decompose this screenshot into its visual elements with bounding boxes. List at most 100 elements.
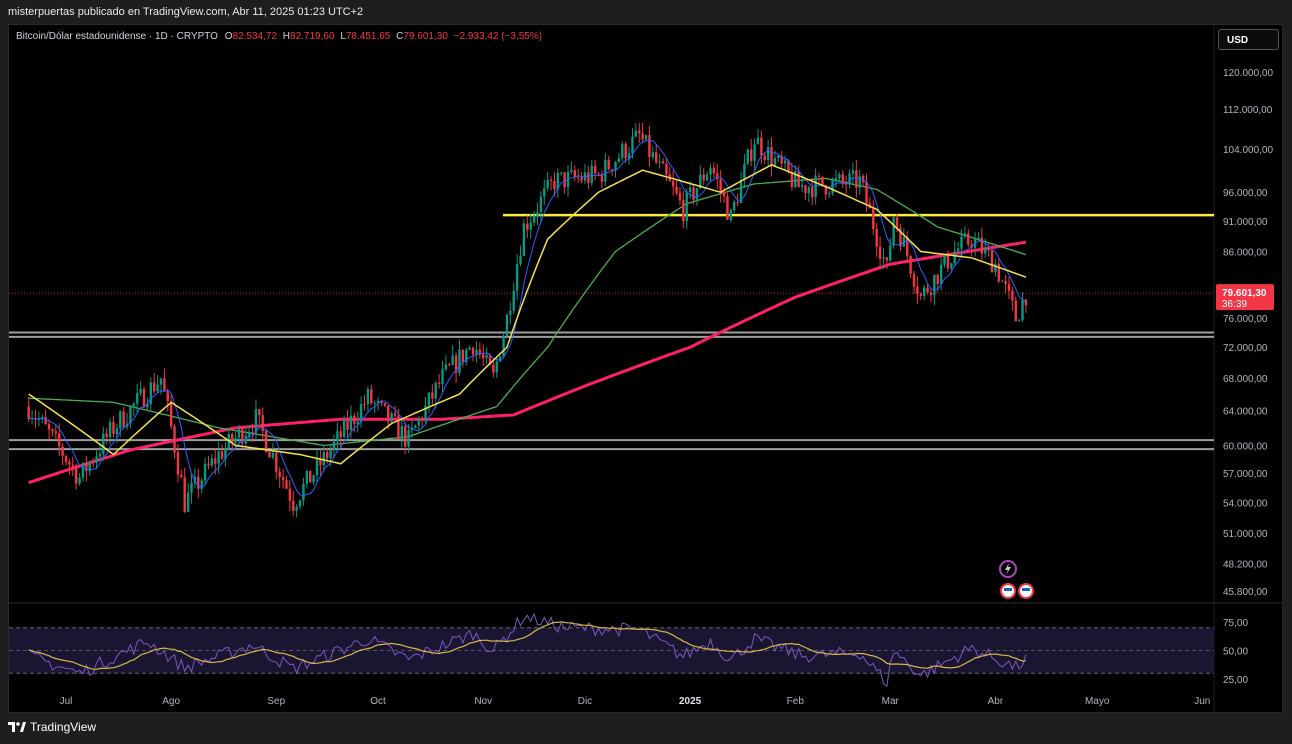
time-axis-label: Nov: [474, 696, 492, 707]
candle-body: [716, 173, 719, 180]
low-label: L: [340, 31, 346, 42]
candle-body: [61, 446, 64, 457]
candle-body: [549, 179, 553, 181]
candle-body: [407, 430, 410, 447]
candle-body: [492, 364, 495, 373]
candle-body: [607, 159, 610, 170]
candle-body: [641, 133, 644, 140]
candle-body: [203, 463, 207, 481]
candle-body: [770, 147, 773, 166]
price-tick-label: 76.000,00: [1223, 314, 1268, 325]
candle-body: [777, 155, 780, 159]
last-price-badge: [1216, 284, 1274, 311]
footer-brand[interactable]: TradingView: [8, 720, 96, 734]
candle-body: [621, 144, 624, 158]
candle-body: [828, 193, 831, 195]
candle-body: [851, 170, 855, 174]
candle-body: [604, 159, 607, 182]
candle-body: [363, 404, 366, 406]
ma-fast-line: [28, 140, 1027, 497]
candle-body: [977, 237, 980, 240]
flag-stripe-icon: [1004, 588, 1012, 591]
candle-body: [790, 171, 794, 188]
currency-button[interactable]: USD: [1218, 29, 1279, 50]
candle-body: [393, 413, 397, 416]
candle-body: [560, 172, 563, 174]
candle-body: [644, 135, 648, 140]
candle-body: [587, 172, 590, 183]
rsi-tick-label: 75,00: [1223, 618, 1248, 629]
candle-body: [678, 193, 682, 201]
price-tick-label: 64.000,00: [1223, 407, 1268, 418]
candle-body: [895, 217, 899, 228]
candle-body: [1007, 283, 1011, 291]
candle-body: [990, 250, 994, 273]
candle-body: [556, 173, 560, 190]
low-value: 78.451,65: [345, 31, 391, 42]
open-label: O: [224, 31, 233, 42]
candle-body: [356, 421, 359, 424]
candle-body: [427, 392, 431, 406]
footer-brand-text: TradingView: [30, 720, 97, 734]
candle-body: [743, 163, 746, 180]
candle-body: [919, 293, 922, 296]
candle-body: [746, 149, 749, 164]
candle-body: [315, 458, 319, 476]
candle-body: [95, 456, 98, 463]
candle-body: [722, 191, 726, 197]
candle-body: [933, 274, 936, 296]
candle-body: [848, 173, 851, 185]
candle-body: [997, 263, 1000, 282]
candle-body: [142, 389, 146, 408]
candle-body: [912, 273, 916, 287]
candle-body: [54, 431, 58, 434]
candle-body: [173, 426, 176, 453]
candle-body: [495, 361, 498, 373]
publish-caption: misterpuertas publicado en TradingView.c…: [8, 6, 364, 18]
candle-body: [332, 441, 336, 451]
candle-body: [617, 157, 621, 162]
candle-body: [682, 200, 685, 222]
candle-body: [468, 347, 471, 350]
candle-body: [122, 411, 125, 428]
candle-body: [91, 461, 95, 463]
time-axis-label: Mar: [882, 696, 900, 707]
candle-body: [115, 428, 119, 434]
candle-body: [943, 254, 946, 265]
candle-body: [838, 174, 841, 179]
candle-body: [648, 135, 651, 157]
candle-body: [71, 464, 74, 467]
candle-body: [159, 378, 163, 385]
candle-body: [176, 452, 180, 475]
candle-body: [441, 369, 444, 384]
price-tick-label: 86.000,00: [1223, 248, 1268, 259]
price-tick-label: 60.000,00: [1223, 441, 1268, 452]
candle-body: [1017, 319, 1021, 322]
ma-yellow-line: [28, 164, 1027, 465]
price-tick-label: 72.000,00: [1223, 343, 1268, 354]
time-axis-label: Jul: [60, 696, 73, 707]
time-axis-label: Feb: [787, 696, 805, 707]
rsi-tick-label: 50,00: [1223, 647, 1248, 658]
rsi-tick-label: 25,00: [1223, 675, 1248, 686]
candle-body: [444, 364, 448, 370]
candle-body: [834, 178, 838, 180]
candle-body: [424, 405, 427, 422]
candle-body: [298, 500, 302, 507]
candle-body: [431, 392, 434, 399]
candle-body: [529, 222, 532, 230]
candle-body: [482, 354, 485, 358]
candle-body: [763, 155, 766, 160]
candle-body: [448, 364, 451, 366]
candle-body: [889, 245, 892, 261]
candle-body: [994, 263, 997, 273]
candle-body: [414, 425, 417, 428]
candle-body: [824, 185, 828, 195]
price-tick-label: 51.000,00: [1223, 529, 1268, 540]
candle-body: [885, 257, 889, 261]
candle-body: [224, 448, 227, 459]
candle-body: [624, 144, 627, 159]
candle-body: [760, 137, 763, 156]
candle-body: [705, 174, 709, 181]
